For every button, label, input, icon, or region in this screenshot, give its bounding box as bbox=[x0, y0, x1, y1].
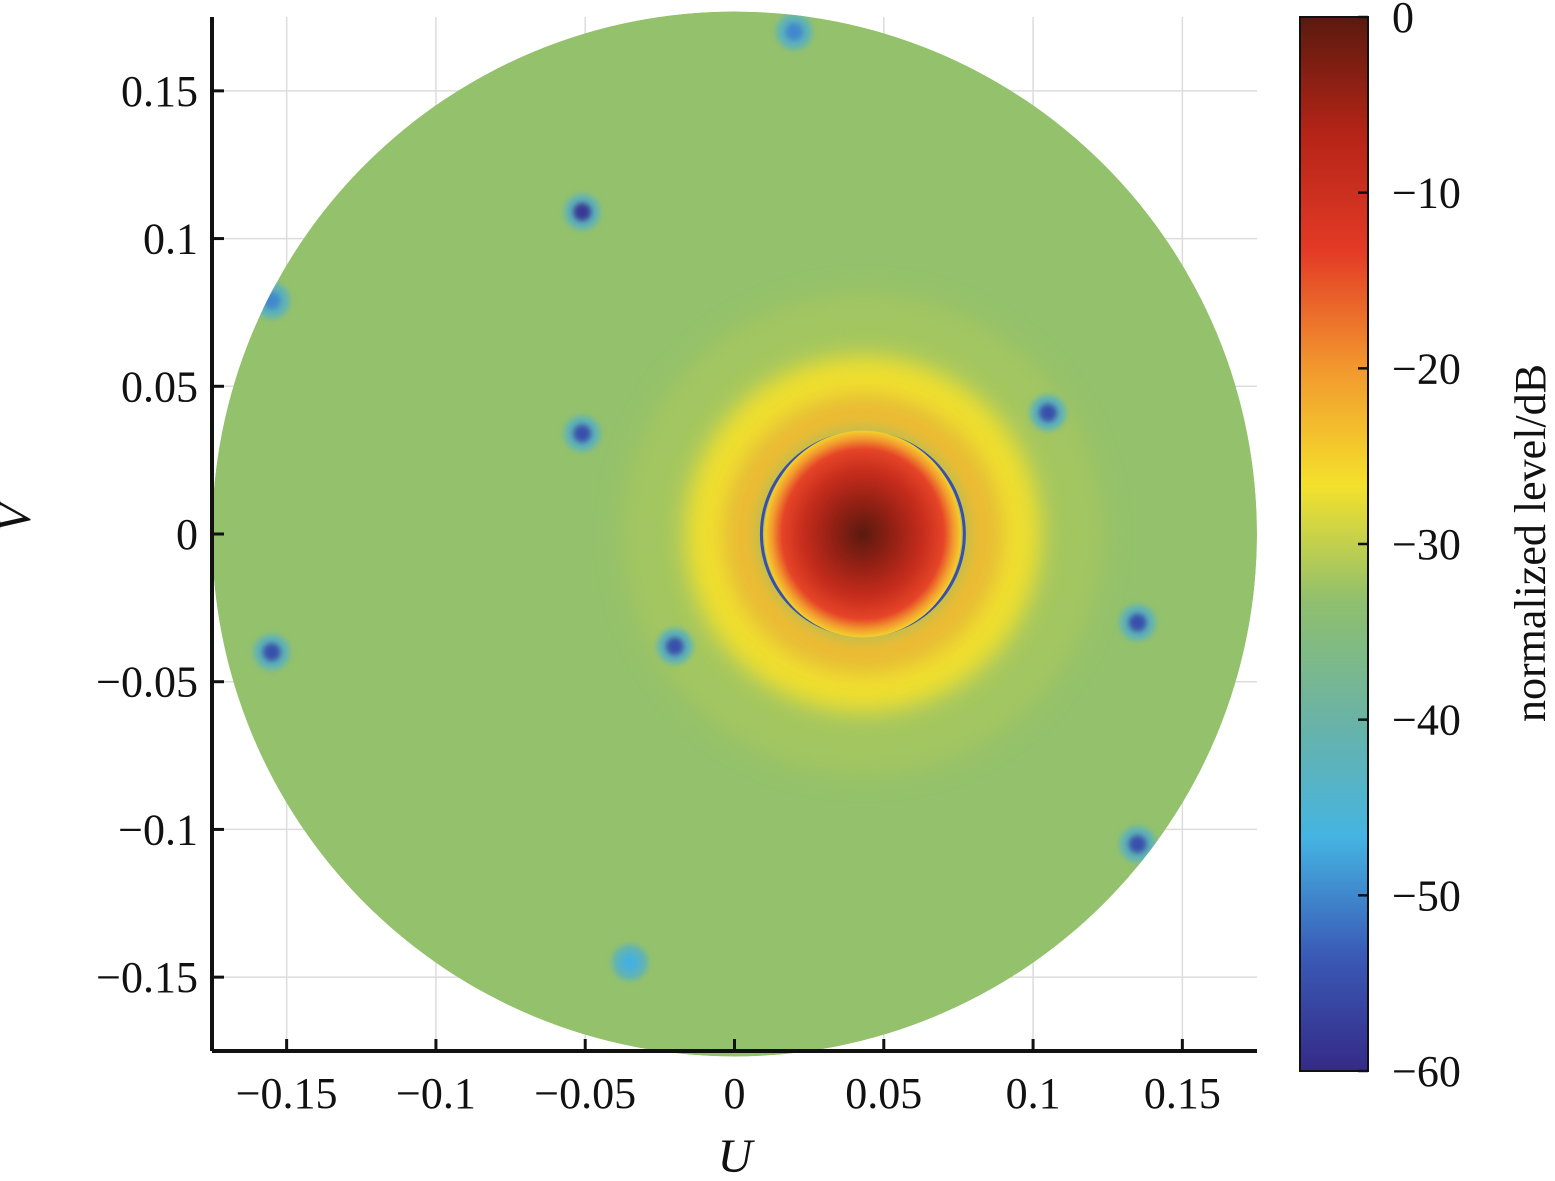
null-point-5 bbox=[1030, 394, 1066, 431]
x-tick-label-0: −0.15 bbox=[236, 1069, 338, 1118]
null-point-9 bbox=[776, 13, 813, 50]
null-point-2 bbox=[564, 415, 601, 452]
sidelobe-ring-0 bbox=[621, 292, 1105, 776]
heatmap bbox=[212, 11, 1257, 1057]
y-tick-label-2: 0.05 bbox=[121, 362, 198, 411]
x-axis-title: U bbox=[718, 1130, 756, 1181]
colorbar: 0 −10 −20 −30 −40 −50 −60 bbox=[1299, 0, 1461, 1096]
null-point-6 bbox=[1119, 604, 1156, 641]
x-tick-label-5: 0.1 bbox=[1006, 1069, 1061, 1118]
y-tick-label-1: 0.1 bbox=[143, 215, 198, 264]
x-tick-label-6: 0.15 bbox=[1144, 1069, 1221, 1118]
y-axis-title: V bbox=[0, 499, 41, 533]
x-axis-ticks: −0.15 −0.1 −0.05 0 0.05 0.1 0.15 bbox=[236, 1039, 1221, 1118]
null-point-7 bbox=[1119, 826, 1156, 863]
y-tick-label-5: −0.1 bbox=[118, 805, 198, 854]
null-point-8 bbox=[612, 944, 648, 981]
y-tick-label-3: 0 bbox=[176, 510, 198, 559]
colorbar-tick-label-2: −20 bbox=[1392, 344, 1461, 393]
x-tick-label-2: −0.05 bbox=[534, 1069, 636, 1118]
null-point-3 bbox=[253, 634, 290, 671]
sidelobe-ring-1 bbox=[683, 354, 1043, 714]
colorbar-tick-label-6: −60 bbox=[1392, 1047, 1461, 1096]
null-point-1 bbox=[253, 282, 290, 319]
null-point-4 bbox=[656, 628, 693, 665]
colorbar-tick-label-0: 0 bbox=[1392, 0, 1414, 42]
y-tick-label-0: 0.15 bbox=[121, 67, 198, 116]
null-point-0 bbox=[564, 193, 601, 230]
main-beam bbox=[764, 430, 962, 638]
colorbar-tick-label-1: −10 bbox=[1392, 169, 1461, 218]
colorbar-tick-label-3: −30 bbox=[1392, 520, 1461, 569]
colorbar-tick-label-4: −40 bbox=[1392, 696, 1461, 745]
y-tick-label-6: −0.15 bbox=[96, 953, 198, 1002]
y-tick-label-4: −0.05 bbox=[96, 658, 198, 707]
colorbar-gradient bbox=[1299, 16, 1369, 1072]
colorbar-title: normalized level/dB bbox=[1506, 364, 1555, 722]
sidelobe-ring-2 bbox=[725, 396, 1001, 672]
y-axis-ticks: 0.15 0.1 0.05 0 −0.05 −0.1 −0.15 bbox=[96, 67, 224, 1002]
x-tick-label-3: 0 bbox=[724, 1069, 746, 1118]
x-tick-label-1: −0.1 bbox=[396, 1069, 476, 1118]
x-tick-label-4: 0.05 bbox=[845, 1069, 922, 1118]
colorbar-tick-label-5: −50 bbox=[1392, 871, 1461, 920]
